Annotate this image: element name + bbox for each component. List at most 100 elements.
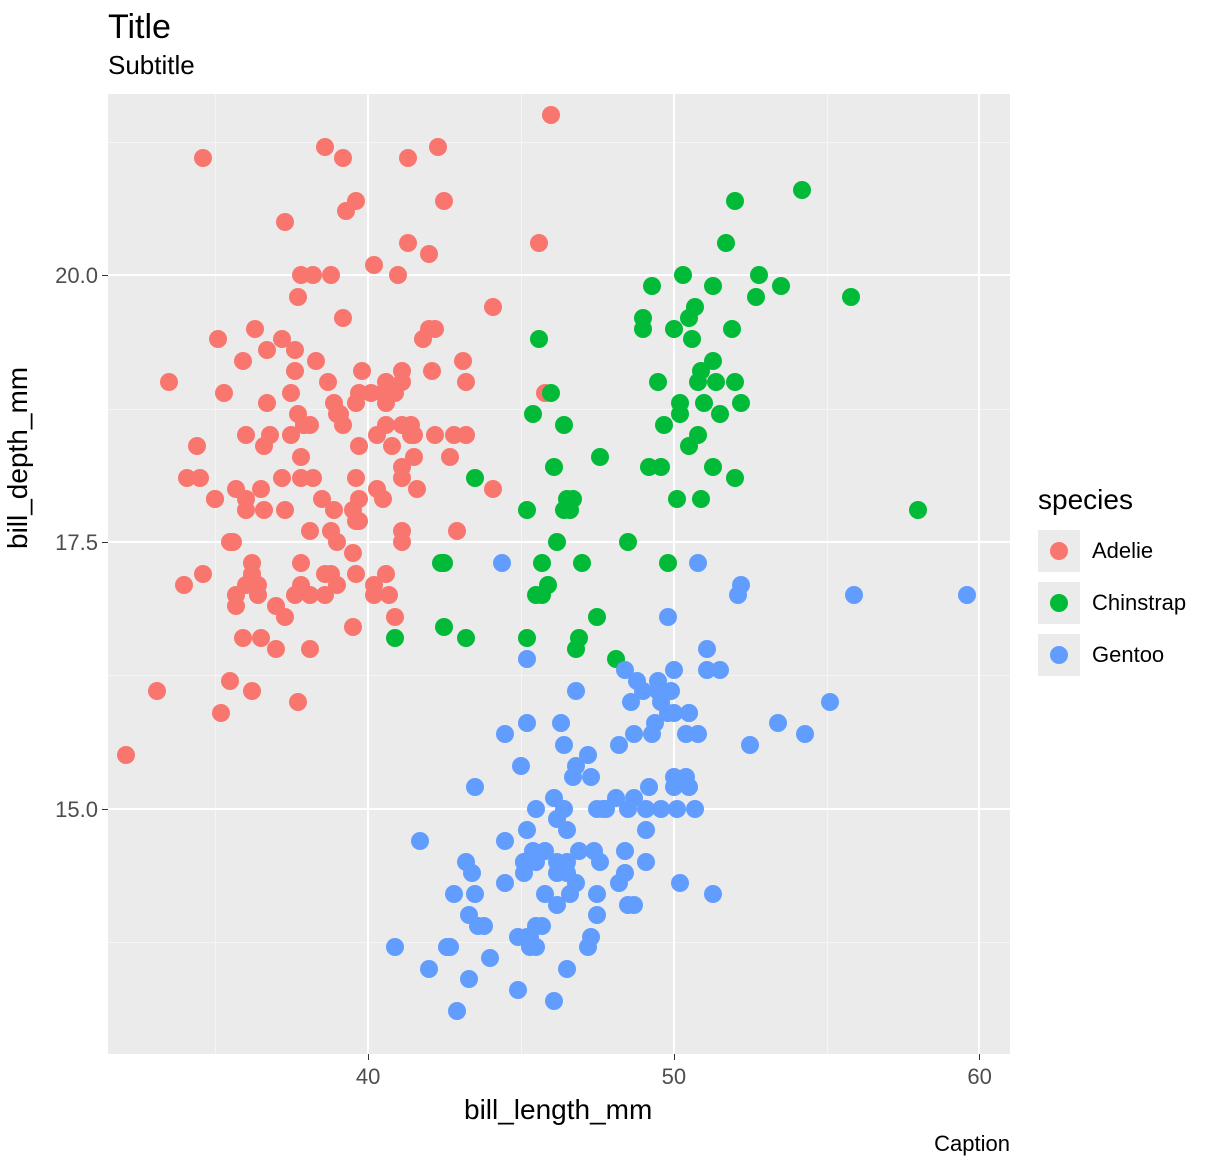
scatter-point bbox=[686, 298, 704, 316]
scatter-point bbox=[399, 234, 417, 252]
scatter-point bbox=[267, 640, 285, 658]
legend-title: species bbox=[1038, 484, 1186, 516]
scatter-point bbox=[383, 437, 401, 455]
grid-minor-v bbox=[827, 94, 828, 1054]
scatter-point bbox=[246, 320, 264, 338]
scatter-point bbox=[533, 586, 551, 604]
scatter-point bbox=[328, 576, 346, 594]
legend-key bbox=[1038, 530, 1080, 572]
scatter-point bbox=[793, 181, 811, 199]
scatter-point bbox=[377, 565, 395, 583]
scatter-point bbox=[659, 554, 677, 572]
grid-minor-h bbox=[108, 142, 1010, 143]
scatter-point bbox=[518, 714, 536, 732]
x-tick-mark bbox=[674, 1054, 675, 1060]
scatter-point bbox=[365, 256, 383, 274]
legend-label: Gentoo bbox=[1092, 642, 1164, 668]
scatter-point bbox=[726, 373, 744, 391]
scatter-point bbox=[704, 885, 722, 903]
scatter-point bbox=[215, 384, 233, 402]
scatter-point bbox=[588, 608, 606, 626]
scatter-point bbox=[726, 192, 744, 210]
scatter-point bbox=[704, 277, 722, 295]
scatter-point bbox=[542, 384, 560, 402]
scatter-point bbox=[582, 768, 600, 786]
scatter-point bbox=[393, 533, 411, 551]
scatter-point bbox=[466, 885, 484, 903]
scatter-point bbox=[573, 554, 591, 572]
scatter-point bbox=[655, 416, 673, 434]
scatter-point bbox=[252, 480, 270, 498]
scatter-point bbox=[380, 586, 398, 604]
scatter-point bbox=[350, 437, 368, 455]
scatter-point bbox=[350, 384, 368, 402]
scatter-point bbox=[426, 320, 444, 338]
scatter-point bbox=[707, 373, 725, 391]
scatter-point bbox=[674, 266, 692, 284]
scatter-point bbox=[237, 426, 255, 444]
scatter-point bbox=[175, 576, 193, 594]
scatter-point bbox=[426, 426, 444, 444]
scatter-point bbox=[276, 213, 294, 231]
scatter-point bbox=[555, 501, 573, 519]
scatter-point bbox=[533, 917, 551, 935]
scatter-point bbox=[292, 554, 310, 572]
legend-item: Adelie bbox=[1038, 530, 1186, 572]
grid-minor-v bbox=[521, 94, 522, 1054]
scatter-point bbox=[588, 800, 606, 818]
scatter-point bbox=[484, 298, 502, 316]
x-tick-mark bbox=[979, 1054, 980, 1060]
scatter-point bbox=[545, 458, 563, 476]
scatter-point bbox=[393, 469, 411, 487]
scatter-point bbox=[842, 288, 860, 306]
scatter-point bbox=[698, 640, 716, 658]
scatter-point bbox=[530, 330, 548, 348]
scatter-point bbox=[347, 469, 365, 487]
scatter-point bbox=[610, 736, 628, 754]
scatter-point bbox=[711, 405, 729, 423]
scatter-point bbox=[530, 234, 548, 252]
y-tick-label: 20.0 bbox=[55, 263, 98, 289]
scatter-point bbox=[466, 469, 484, 487]
scatter-point bbox=[273, 330, 291, 348]
legend-item: Gentoo bbox=[1038, 634, 1186, 676]
scatter-point bbox=[649, 373, 667, 391]
scatter-point bbox=[389, 266, 407, 284]
scatter-point bbox=[243, 682, 261, 700]
scatter-point bbox=[301, 522, 319, 540]
scatter-point bbox=[552, 714, 570, 732]
scatter-point bbox=[209, 330, 227, 348]
scatter-point bbox=[466, 778, 484, 796]
scatter-point bbox=[588, 885, 606, 903]
scatter-point bbox=[255, 501, 273, 519]
scatter-point bbox=[319, 373, 337, 391]
scatter-point bbox=[255, 437, 273, 455]
scatter-point bbox=[448, 522, 466, 540]
grid-major-v bbox=[673, 94, 675, 1054]
scatter-point bbox=[457, 426, 475, 444]
scatter-point bbox=[496, 725, 514, 743]
scatter-point bbox=[350, 512, 368, 530]
scatter-point bbox=[509, 981, 527, 999]
scatter-point bbox=[350, 490, 368, 508]
scatter-point bbox=[273, 469, 291, 487]
scatter-point bbox=[689, 373, 707, 391]
grid-major-v bbox=[978, 94, 980, 1054]
scatter-point bbox=[301, 640, 319, 658]
scatter-point bbox=[692, 490, 710, 508]
scatter-point bbox=[353, 362, 371, 380]
scatter-point bbox=[484, 480, 502, 498]
scatter-point bbox=[548, 864, 566, 882]
scatter-point bbox=[377, 373, 395, 391]
scatter-point bbox=[567, 682, 585, 700]
scatter-point bbox=[659, 704, 677, 722]
scatter-point bbox=[637, 821, 655, 839]
scatter-point bbox=[558, 821, 576, 839]
chart-title: Title bbox=[108, 8, 171, 47]
scatter-point bbox=[616, 842, 634, 860]
scatter-point bbox=[234, 629, 252, 647]
scatter-point bbox=[558, 960, 576, 978]
scatter-point bbox=[958, 586, 976, 604]
scatter-point bbox=[347, 192, 365, 210]
scatter-point bbox=[191, 469, 209, 487]
